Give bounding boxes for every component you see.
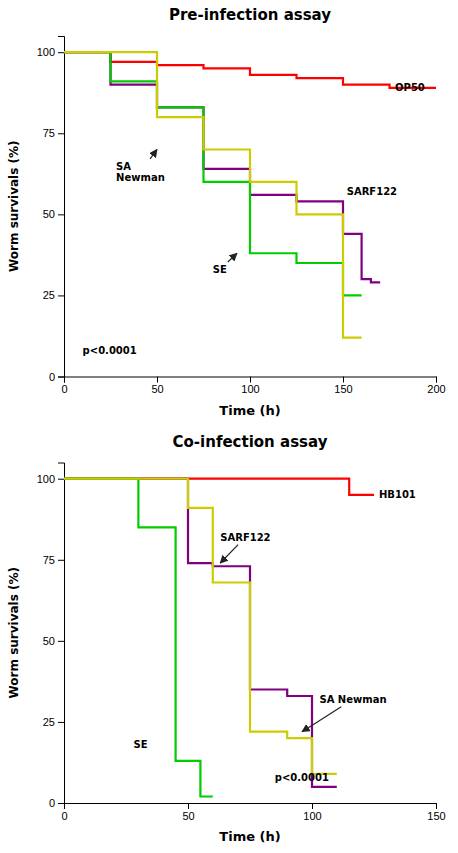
panel: 0 50 100 150 200 0 25 50 75 100 Pre-infection assa… bbox=[7, 6, 446, 418]
y-tick-mark bbox=[58, 641, 64, 642]
x-tick-label: 0 bbox=[61, 383, 67, 395]
survival-line bbox=[64, 479, 337, 774]
annotation-arrow bbox=[302, 707, 341, 732]
y-tick-mark bbox=[58, 214, 64, 215]
annotation: OP50 bbox=[395, 82, 425, 93]
title: Co-infection assay bbox=[173, 433, 328, 451]
x-tick-mark bbox=[436, 377, 437, 383]
plot-area bbox=[64, 52, 436, 337]
y-tick-mark bbox=[58, 803, 64, 804]
chart: 0 50 100 150 200 0 25 50 75 100 Pre-infection assa… bbox=[0, 0, 458, 853]
annotations: SARF122 SA Newman HB101 SE p<0.0001 bbox=[133, 489, 415, 782]
y-tick-label: 25 bbox=[43, 716, 55, 728]
x-tick-mark bbox=[312, 803, 313, 809]
annotation: SARF122 bbox=[347, 186, 397, 197]
y-tick: 75 bbox=[43, 127, 64, 139]
y-tick-mark bbox=[58, 722, 64, 723]
x-tick: 50 bbox=[182, 803, 194, 822]
annotation: SE bbox=[213, 264, 227, 275]
y-tick-label: 75 bbox=[43, 127, 55, 139]
x-tick-label: 50 bbox=[182, 810, 194, 822]
x-tick: 150 bbox=[427, 803, 445, 822]
y-axis: 0 25 50 75 100 bbox=[37, 37, 65, 383]
title: Pre-infection assay bbox=[169, 6, 331, 24]
x-axis: 0 50 100 150 200 bbox=[61, 377, 445, 396]
x-tick: 0 bbox=[61, 377, 67, 396]
y-tick: 0 bbox=[49, 797, 64, 809]
x-axis-title: Time (h) bbox=[219, 829, 280, 844]
x-tick-label: 0 bbox=[61, 810, 67, 822]
y-tick-label: 0 bbox=[49, 797, 55, 809]
y-tick-mark bbox=[58, 52, 64, 53]
y-tick-mark bbox=[58, 479, 64, 480]
x-tick-mark bbox=[343, 377, 344, 383]
x-axis-line bbox=[65, 804, 437, 810]
y-tick: 50 bbox=[43, 635, 64, 647]
y-tick-label: 50 bbox=[43, 635, 55, 647]
y-tick-label: 25 bbox=[43, 289, 55, 301]
y-axis: 0 25 50 75 100 bbox=[37, 463, 65, 809]
x-tick-label: 100 bbox=[241, 383, 259, 395]
x-tick: 100 bbox=[303, 803, 321, 822]
plot-area bbox=[64, 479, 374, 797]
y-tick-mark bbox=[58, 560, 64, 561]
survival-line bbox=[64, 52, 436, 88]
y-tick: 75 bbox=[43, 554, 64, 566]
y-axis-title: Worm survivals (%) bbox=[7, 140, 21, 272]
x-tick-label: 100 bbox=[303, 810, 321, 822]
y-tick: 25 bbox=[43, 716, 64, 728]
x-tick: 100 bbox=[241, 377, 259, 396]
y-tick: 50 bbox=[43, 208, 64, 220]
y-axis-line bbox=[58, 463, 65, 804]
y-tick: 25 bbox=[43, 289, 64, 301]
x-tick-mark bbox=[436, 803, 437, 809]
y-axis-line bbox=[58, 37, 65, 378]
annotation-arrow bbox=[228, 253, 237, 262]
annotation: p<0.0001 bbox=[275, 772, 329, 783]
annotations: SANewman SE OP50 SARF122 p<0.0001 bbox=[83, 82, 425, 356]
y-tick-label: 100 bbox=[37, 473, 55, 485]
x-tick-label: 150 bbox=[427, 810, 445, 822]
y-tick-label: 0 bbox=[49, 371, 55, 383]
survival-line bbox=[64, 479, 374, 495]
panel: 0 50 100 150 0 25 50 75 100 Co-infection assay Tim… bbox=[7, 433, 446, 845]
x-tick: 200 bbox=[427, 377, 445, 396]
x-tick-mark bbox=[188, 803, 189, 809]
x-axis-title: Time (h) bbox=[219, 403, 280, 418]
y-tick-label: 100 bbox=[37, 46, 55, 58]
x-tick-mark bbox=[157, 377, 158, 383]
annotation: HB101 bbox=[379, 489, 416, 500]
x-tick-label: 200 bbox=[427, 383, 445, 395]
annotation-arrow bbox=[220, 545, 238, 563]
annotation-arrow bbox=[150, 150, 157, 159]
x-axis: 0 50 100 150 bbox=[61, 803, 445, 822]
survival-line bbox=[64, 52, 362, 337]
annotation: p<0.0001 bbox=[83, 345, 137, 356]
survival-line bbox=[64, 52, 362, 295]
x-tick: 50 bbox=[151, 377, 163, 396]
survival-line bbox=[64, 479, 337, 787]
y-tick: 100 bbox=[37, 473, 64, 485]
y-tick-mark bbox=[58, 295, 64, 296]
annotation: SANewman bbox=[116, 161, 165, 184]
y-tick-label: 75 bbox=[43, 554, 55, 566]
x-tick-label: 150 bbox=[334, 383, 352, 395]
y-tick: 100 bbox=[37, 46, 64, 58]
y-tick-mark bbox=[58, 133, 64, 134]
x-tick-label: 50 bbox=[151, 383, 163, 395]
survival-line bbox=[64, 52, 380, 282]
x-tick: 150 bbox=[334, 377, 352, 396]
annotation: SARF122 bbox=[220, 532, 270, 543]
survival-line bbox=[64, 479, 213, 797]
y-tick-label: 50 bbox=[43, 208, 55, 220]
x-tick: 0 bbox=[61, 803, 67, 822]
annotation: SE bbox=[133, 739, 147, 750]
x-axis-line bbox=[65, 377, 437, 383]
y-axis-title: Worm survivals (%) bbox=[7, 567, 21, 699]
y-tick: 0 bbox=[49, 371, 64, 383]
y-tick-mark bbox=[58, 377, 64, 378]
annotation: SA Newman bbox=[319, 694, 386, 705]
x-tick-mark bbox=[250, 377, 251, 383]
